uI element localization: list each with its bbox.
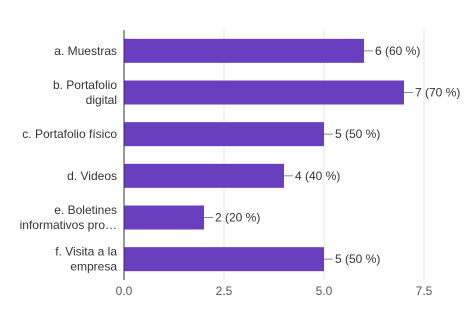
bar — [124, 205, 204, 230]
category-label-line: f. Visita a la — [55, 245, 117, 259]
data-labels: 6 (60 %) 7 (70 %) 5 (50 %) 4 (40 %) 2 (20 %)… — [215, 44, 460, 266]
category-label-line: e. Boletines — [54, 203, 117, 217]
bar — [124, 247, 324, 272]
data-label: 7 (70 %) — [415, 86, 460, 100]
bar — [124, 122, 324, 147]
x-axis-ticks: 0.0 2.5 5.0 7.5 — [116, 284, 433, 298]
data-label: 5 (50 %) — [335, 127, 380, 141]
category-label: f. Visita a la empresa — [55, 245, 117, 274]
data-label: 6 (60 %) — [375, 44, 420, 58]
bar — [124, 163, 284, 188]
category-label: c. Portafolio físico — [22, 127, 117, 141]
category-label-line: digital — [86, 93, 117, 107]
grid-lines — [223, 30, 425, 280]
bar — [124, 80, 404, 105]
category-label: b. Portafolio digital — [53, 78, 117, 107]
category-label-line: d. Videos — [67, 169, 117, 183]
category-labels: a. Muestras b. Portafolio digital c. Portaf… — [20, 44, 118, 274]
category-label-line: informativos pro… — [20, 218, 117, 232]
category-label: e. Boletines informativos pro… — [20, 203, 117, 232]
category-label-line: c. Portafolio físico — [22, 127, 117, 141]
x-tick-label: 7.5 — [416, 284, 433, 298]
data-label: 2 (20 %) — [215, 211, 260, 225]
category-label: a. Muestras — [54, 44, 117, 58]
x-tick-label: 2.5 — [216, 284, 233, 298]
category-label-line: a. Muestras — [54, 44, 117, 58]
bar — [124, 38, 364, 63]
data-label: 5 (50 %) — [335, 252, 380, 266]
category-label: d. Videos — [67, 169, 117, 183]
data-label: 4 (40 %) — [295, 169, 340, 183]
data-label-connectors — [204, 50, 413, 260]
x-tick-label: 5.0 — [316, 284, 333, 298]
category-label-line: empresa — [70, 260, 117, 274]
category-label-line: b. Portafolio — [53, 78, 117, 92]
bars — [124, 38, 404, 272]
x-tick-label: 0.0 — [116, 284, 133, 298]
